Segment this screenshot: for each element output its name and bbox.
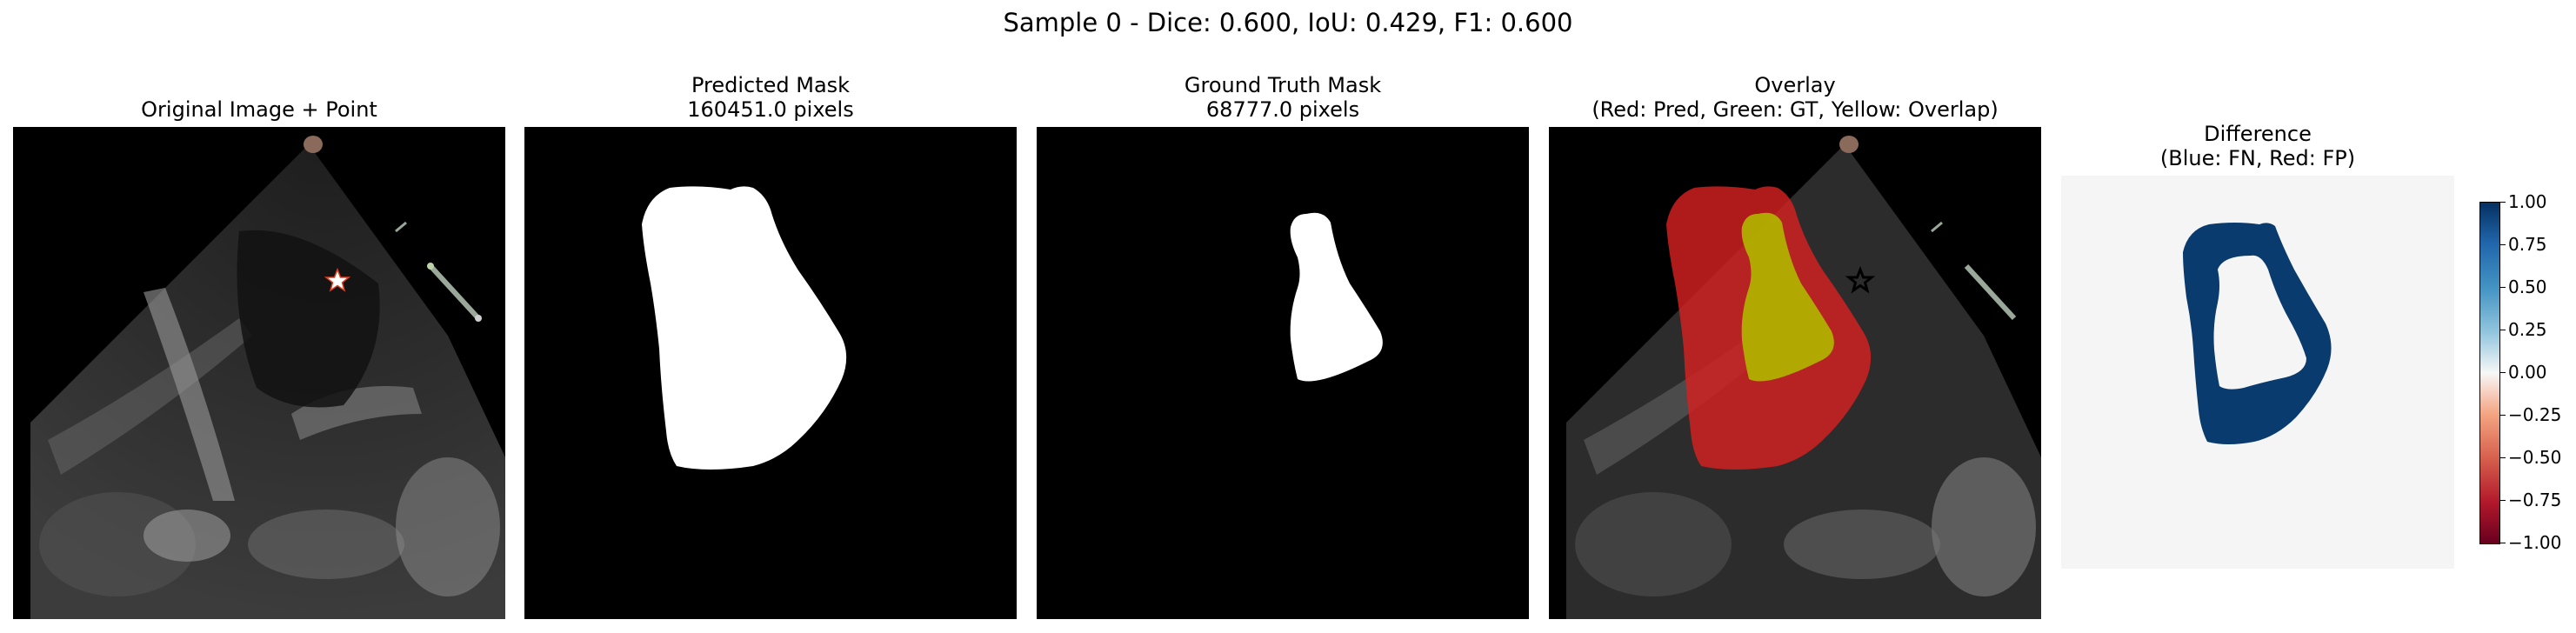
point-star-icon [1845,265,1876,294]
difference-image [2061,176,2454,569]
overlay-overlap-region [1741,212,1834,382]
overlay-image [1549,127,2041,619]
colorbar-tick-mark [2499,457,2506,458]
panel-title-difference-line2: (Blue: FN, Red: FP) [2159,146,2356,170]
panel-title-gt: Ground Truth Mask 68777.0 pixels [1037,73,1529,122]
ground-truth-mask-image [1037,127,1529,619]
panel-original-image [13,127,505,619]
panel-title-pred-line2: 160451.0 pixels [687,97,854,122]
point-star-icon [324,267,351,292]
panel-title-overlay-line2: (Red: Pred, Green: GT, Yellow: Overlap) [1592,97,1999,122]
colorbar-tick-mark [2499,372,2506,373]
panel-title-original-line: Original Image + Point [141,97,377,122]
colorbar-tick-label: −1.00 [2508,532,2562,553]
colorbar-tick-label: 0.25 [2508,319,2547,340]
panel-title-gt-line1: Ground Truth Mask [1184,73,1382,97]
colorbar-tick-label: 0.00 [2508,362,2547,383]
panel-overlay [1549,127,2041,619]
panel-predicted-mask [524,127,1017,619]
panel-ground-truth-mask [1037,127,1529,619]
colorbar-tick-label: −0.75 [2508,490,2562,510]
panel-title-pred-line1: Predicted Mask [691,73,851,97]
colorbar-tick-mark [2499,244,2506,245]
colorbar [2479,202,2500,544]
colorbar-tick-label: −0.25 [2508,404,2562,425]
panel-title-original: Original Image + Point [13,97,505,122]
panel-difference [2061,176,2454,569]
panel-title-overlay-line1: Overlay [1754,73,1836,97]
colorbar-tick-mark [2499,500,2506,501]
predicted-mask-image [524,127,1017,619]
colorbar-tick-label: −0.50 [2508,447,2562,468]
panel-title-difference-line1: Difference [2204,122,2312,146]
echo-image [13,127,505,619]
colorbar-tick-mark [2499,415,2506,416]
panel-title-difference: Difference (Blue: FN, Red: FP) [2061,122,2454,170]
panel-title-gt-line2: 68777.0 pixels [1205,97,1360,122]
figure-suptitle: Sample 0 - Dice: 0.600, IoU: 0.429, F1: … [1003,8,1573,37]
colorbar-tick-mark [2499,287,2506,288]
panel-title-pred: Predicted Mask 160451.0 pixels [524,73,1017,122]
colorbar-tick-label: 0.75 [2508,234,2547,255]
colorbar-tick-label: 0.50 [2508,277,2547,297]
colorbar-tick-mark [2499,202,2506,203]
colorbar-tick-label: 1.00 [2508,191,2547,212]
panel-title-overlay: Overlay (Red: Pred, Green: GT, Yellow: O… [1549,73,2041,122]
